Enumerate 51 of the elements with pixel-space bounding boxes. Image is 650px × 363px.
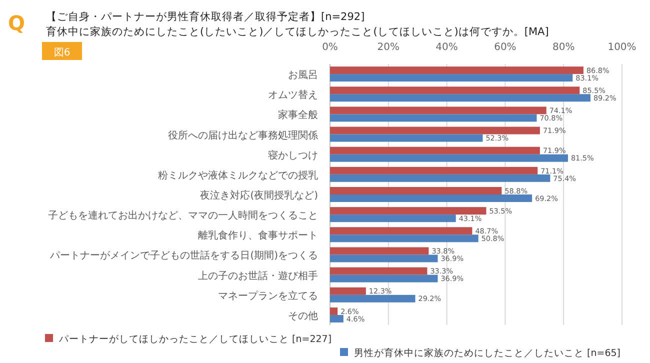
y-tick-label: 子どもを連れてお出かけなど、ママの一人時間をつくること bbox=[48, 210, 318, 222]
y-tick-label: 上の子のお世話・遊び相手 bbox=[198, 270, 318, 282]
x-tick-label: 100% bbox=[608, 42, 636, 53]
y-tick-label: 家事全般 bbox=[278, 109, 318, 122]
bar bbox=[330, 214, 456, 222]
bar bbox=[330, 274, 438, 282]
bar bbox=[330, 146, 540, 154]
y-tick-label: 離乳食作り、食事サポート bbox=[198, 230, 318, 242]
y-tick-label: 粉ミルクや液体ミルクなどでの授乳 bbox=[158, 169, 318, 182]
bar bbox=[330, 254, 438, 262]
x-tick-label: 40% bbox=[436, 42, 458, 53]
bar bbox=[330, 166, 538, 174]
text: 【ご自身・パートナーが男性育休取得者／取得予定者】[n=292] bbox=[46, 10, 365, 23]
bar bbox=[330, 74, 573, 82]
bar bbox=[330, 154, 568, 162]
y-tick-label: 夜泣き対応(夜間授乳など) bbox=[200, 190, 318, 202]
y-tick-label: パートナーがメインで子どもの世話をする日(期間)をつくる bbox=[49, 250, 318, 262]
bar bbox=[330, 194, 532, 202]
y-tick-label: マネープランを立てる bbox=[218, 290, 318, 302]
bar bbox=[330, 207, 486, 215]
x-tick-label: 80% bbox=[552, 42, 575, 53]
x-tick-label: 0% bbox=[322, 42, 338, 53]
bar bbox=[330, 66, 584, 74]
bar bbox=[330, 294, 416, 302]
legend-label: 男性が育休中に家族のためにしたこと／したいこと [n=65] bbox=[354, 347, 621, 359]
bar bbox=[330, 174, 550, 182]
bar bbox=[330, 227, 472, 235]
bar bbox=[330, 187, 502, 194]
y-tick-label: 寝かしつけ bbox=[268, 149, 318, 162]
bar bbox=[330, 94, 590, 102]
y-tick-label: お風呂 bbox=[288, 70, 318, 82]
legend-label: パートナーがしてほしかったこと／してほしいこと [n=227] bbox=[58, 334, 332, 345]
caption: 図6 bbox=[54, 48, 70, 58]
y-tick-label: オムツ替え bbox=[268, 89, 318, 102]
chart-subtitle: 育休中に家族のためにしたこと(したいこと)／してほしかったこと(してほしいこと)は何ですか。[MA] bbox=[46, 25, 549, 38]
text: Q bbox=[8, 11, 26, 35]
x-tick-label: 60% bbox=[494, 42, 516, 53]
bar bbox=[330, 126, 540, 134]
bar bbox=[330, 114, 537, 122]
bar bbox=[330, 134, 483, 142]
bar bbox=[330, 86, 580, 94]
bar bbox=[330, 106, 546, 114]
bar bbox=[330, 307, 338, 315]
bar bbox=[330, 267, 428, 275]
y-tick-label: 役所への届け出など事務処理関係 bbox=[168, 129, 318, 142]
x-tick-label: 20% bbox=[377, 42, 400, 53]
y-tick-label: その他 bbox=[288, 310, 318, 322]
bar bbox=[330, 247, 429, 255]
bar bbox=[330, 234, 478, 242]
bar bbox=[330, 314, 344, 322]
bar bbox=[330, 287, 366, 295]
